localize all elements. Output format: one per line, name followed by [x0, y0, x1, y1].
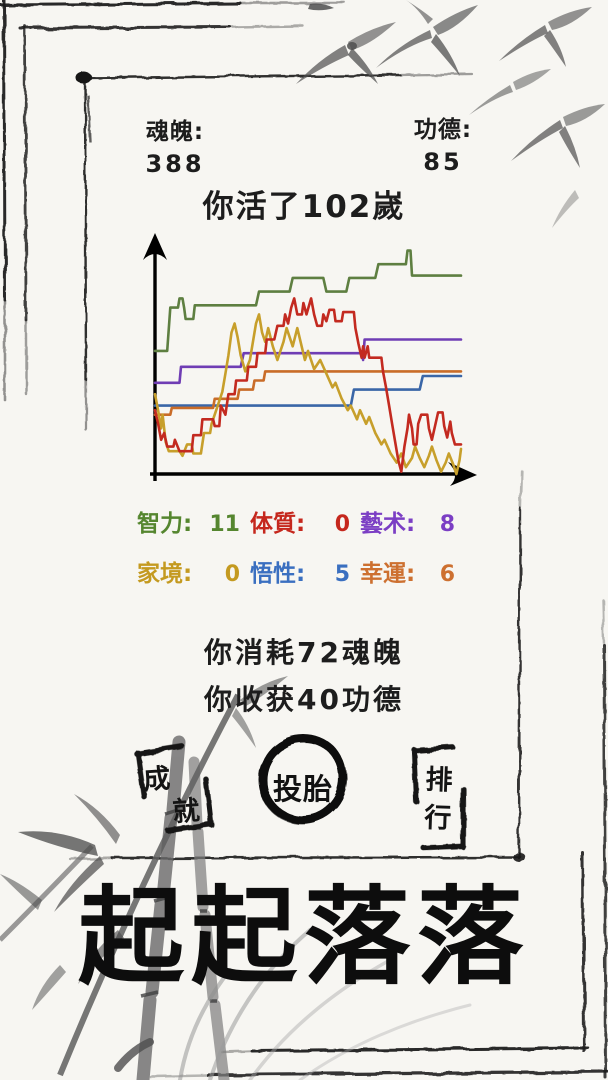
reincarnate-button[interactable]: 投胎 — [253, 730, 353, 830]
achievements-button[interactable]: 成 就 — [128, 737, 220, 839]
merit-value: 85 — [423, 148, 463, 176]
soul-label: 魂魄: — [145, 119, 205, 145]
enso-circle — [258, 734, 348, 825]
chart-lines — [153, 249, 463, 476]
stat-constitution: 体質: 0 — [250, 504, 360, 538]
stat-value: 8 — [439, 512, 455, 537]
ranking-char-1: 排 — [425, 764, 454, 797]
attribute-history-chart — [143, 233, 477, 486]
soul-value: 388 — [145, 150, 205, 178]
chart-line-幸運 — [153, 370, 463, 416]
stat-label: 家境: — [137, 561, 193, 587]
stat-value: 0 — [224, 562, 240, 587]
soul-stat: 魂魄: 388 — [130, 112, 220, 178]
chart-line-藝术 — [153, 338, 463, 385]
stat-art: 藝术: 8 — [360, 504, 465, 538]
merit-gained-text: 你收获40功德 — [204, 683, 404, 716]
stat-value: 6 — [439, 562, 455, 587]
stat-value: 0 — [334, 512, 350, 537]
chart-line-悟性 — [153, 374, 463, 407]
life-summary: 你消耗72魂魄 你收获40功德 — [0, 629, 608, 723]
bracket-frame — [410, 744, 467, 851]
soul-consumed-text: 你消耗72魂魄 — [204, 636, 404, 669]
lifespan-title: 你活了102嵗 — [202, 189, 406, 225]
stat-comprehension: 悟性: 5 — [250, 554, 360, 588]
stat-label: 幸運: — [360, 561, 416, 587]
stat-luck: 幸運: 6 — [360, 554, 465, 588]
stat-intelligence: 智力: 11 — [137, 504, 250, 538]
achievements-char-1: 成 — [142, 763, 172, 797]
attribute-stats: 智力: 11 体質: 0 藝术: 8 家境: 0 悟性: 5 幸運: 6 — [137, 504, 465, 588]
stat-value: 5 — [334, 562, 350, 587]
ranking-button[interactable]: 排 行 — [401, 737, 477, 857]
stat-value: 11 — [209, 512, 240, 537]
chart-line-智力 — [153, 249, 463, 353]
calligraphy-title: 起起落落 — [78, 874, 530, 999]
stat-family: 家境: 0 — [137, 554, 250, 588]
reincarnate-label: 投胎 — [272, 772, 333, 806]
ranking-char-2: 行 — [423, 802, 452, 835]
stat-label: 体質: — [250, 511, 306, 537]
stat-label: 智力: — [137, 511, 193, 537]
chart-line-家境 — [153, 313, 463, 476]
stat-label: 藝术: — [360, 511, 416, 537]
achievements-char-2: 就 — [171, 795, 201, 829]
chart-line-体質 — [153, 297, 463, 473]
merit-stat: 功德: 85 — [398, 110, 488, 176]
stat-label: 悟性: — [250, 561, 306, 587]
merit-label: 功德: — [413, 117, 473, 143]
